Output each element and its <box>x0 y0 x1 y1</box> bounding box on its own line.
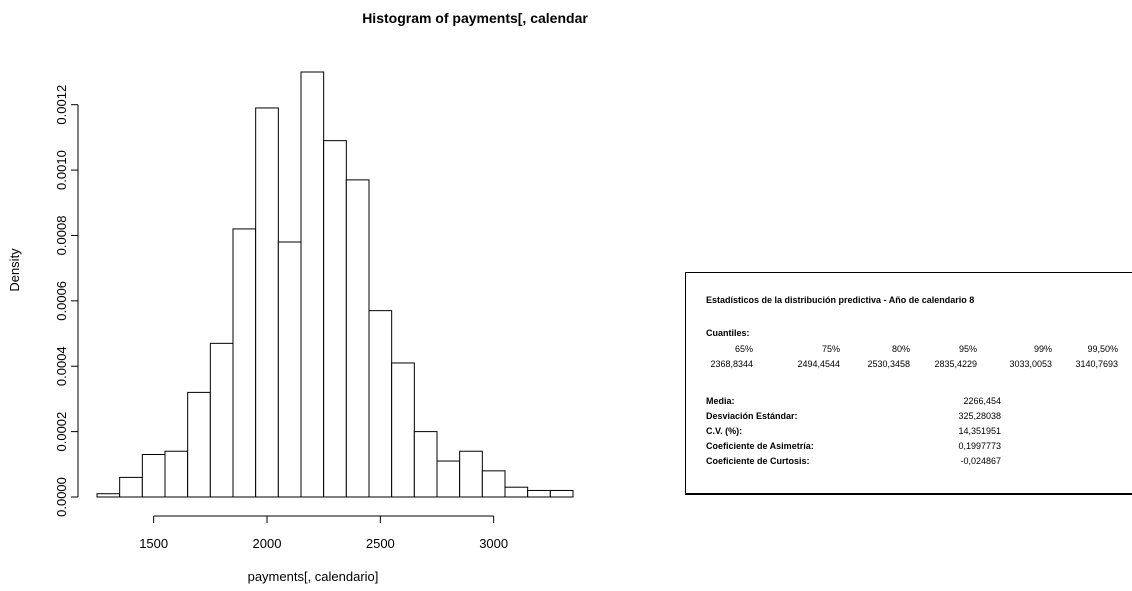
stat-value-4: -0,024867 <box>960 456 1001 466</box>
histogram-bar-16 <box>459 450 483 498</box>
histogram-bar-9 <box>300 71 325 498</box>
histogram-bar-12 <box>368 310 393 498</box>
quantile-level-0: 65% <box>734 344 753 354</box>
stat-label-1: Desviación Estándar: <box>706 411 798 421</box>
quantile-level-5: 99,50% <box>1087 344 1118 354</box>
stats-panel: Estadísticos de la distribución predicti… <box>685 272 1132 495</box>
histogram-bar-0 <box>96 493 121 498</box>
stat-label-0: Media: <box>706 396 735 406</box>
stat-label-4: Coeficiente de Curtosis: <box>706 456 810 466</box>
quantile-value-5: 3140,7693 <box>1075 359 1118 369</box>
quantiles-header: Cuantiles: <box>706 328 750 338</box>
x-tick-label-0: 1500 <box>139 536 168 551</box>
quantile-level-4: 99% <box>1033 344 1052 354</box>
histogram-bar-19 <box>527 489 551 498</box>
histogram-chart: Histogram of payments[, calendar 1500 200… <box>7 10 588 584</box>
x-axis: 1500 2000 2500 3000 <box>139 515 508 551</box>
x-tick-label-2: 2500 <box>366 536 395 551</box>
quantile-value-3: 2835,4229 <box>934 359 977 369</box>
histogram-bar-8 <box>277 241 302 498</box>
stat-label-2: C.V. (%): <box>706 426 743 436</box>
histogram-bar-15 <box>436 460 461 498</box>
quantile-level-2: 80% <box>891 344 910 354</box>
stat-value-1: 325,28038 <box>958 411 1001 421</box>
y-axis-label: Density <box>7 248 22 292</box>
quantile-value-2: 2530,3458 <box>867 359 910 369</box>
histogram-bar-18 <box>504 486 529 498</box>
stats-panel-title: Estadísticos de la distribución predicti… <box>706 295 975 305</box>
y-tick-label-2: 0.0004 <box>54 346 69 386</box>
bars-group <box>96 71 574 498</box>
x-tick-label-3: 3000 <box>479 536 508 551</box>
histogram-bar-5 <box>209 342 234 498</box>
y-tick-label-5: 0.0010 <box>54 150 69 190</box>
x-tick-label-1: 2000 <box>253 536 282 551</box>
stat-label-3: Coeficiente de Asimetría: <box>706 441 814 451</box>
histogram-bar-2 <box>141 454 166 498</box>
histogram-bar-11 <box>345 179 370 498</box>
histogram-bar-6 <box>232 228 257 498</box>
histogram-bar-7 <box>255 107 279 498</box>
histogram-bar-17 <box>481 470 506 498</box>
chart-title: Histogram of payments[, calendar <box>362 10 588 26</box>
quantile-value-4: 3033,0053 <box>1009 359 1052 369</box>
quantile-level-3: 95% <box>958 344 977 354</box>
histogram-bar-13 <box>391 362 415 498</box>
histogram-bar-1 <box>119 476 143 498</box>
histogram-bar-4 <box>187 391 211 498</box>
stat-value-2: 14,351951 <box>958 426 1001 436</box>
x-axis-label: payments[, calendario] <box>248 569 379 584</box>
stat-value-3: 0,1997773 <box>958 441 1001 451</box>
quantile-value-0: 2368,8344 <box>710 359 753 369</box>
y-tick-label-1: 0.0002 <box>54 412 69 452</box>
y-axis: 0.0000 0.0002 0.0004 0.0006 0.0008 0.0010 0.00… <box>54 85 79 517</box>
y-tick-label-0: 0.0000 <box>54 477 69 517</box>
y-tick-label-3: 0.0006 <box>54 281 69 321</box>
quantile-level-1: 75% <box>821 344 840 354</box>
histogram-bar-3 <box>164 450 189 498</box>
histogram-bar-20 <box>549 489 574 498</box>
histogram-bar-14 <box>413 431 438 498</box>
quantile-value-1: 2494,4544 <box>797 359 840 369</box>
y-tick-label-6: 0.0012 <box>54 85 69 125</box>
y-tick-label-4: 0.0008 <box>54 216 69 256</box>
stat-value-0: 2266,454 <box>963 396 1001 406</box>
histogram-bar-10 <box>323 140 347 498</box>
